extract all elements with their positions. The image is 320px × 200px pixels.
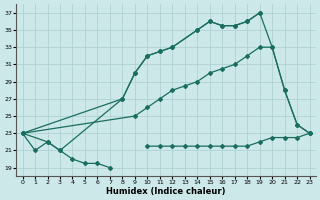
X-axis label: Humidex (Indice chaleur): Humidex (Indice chaleur) (106, 187, 226, 196)
